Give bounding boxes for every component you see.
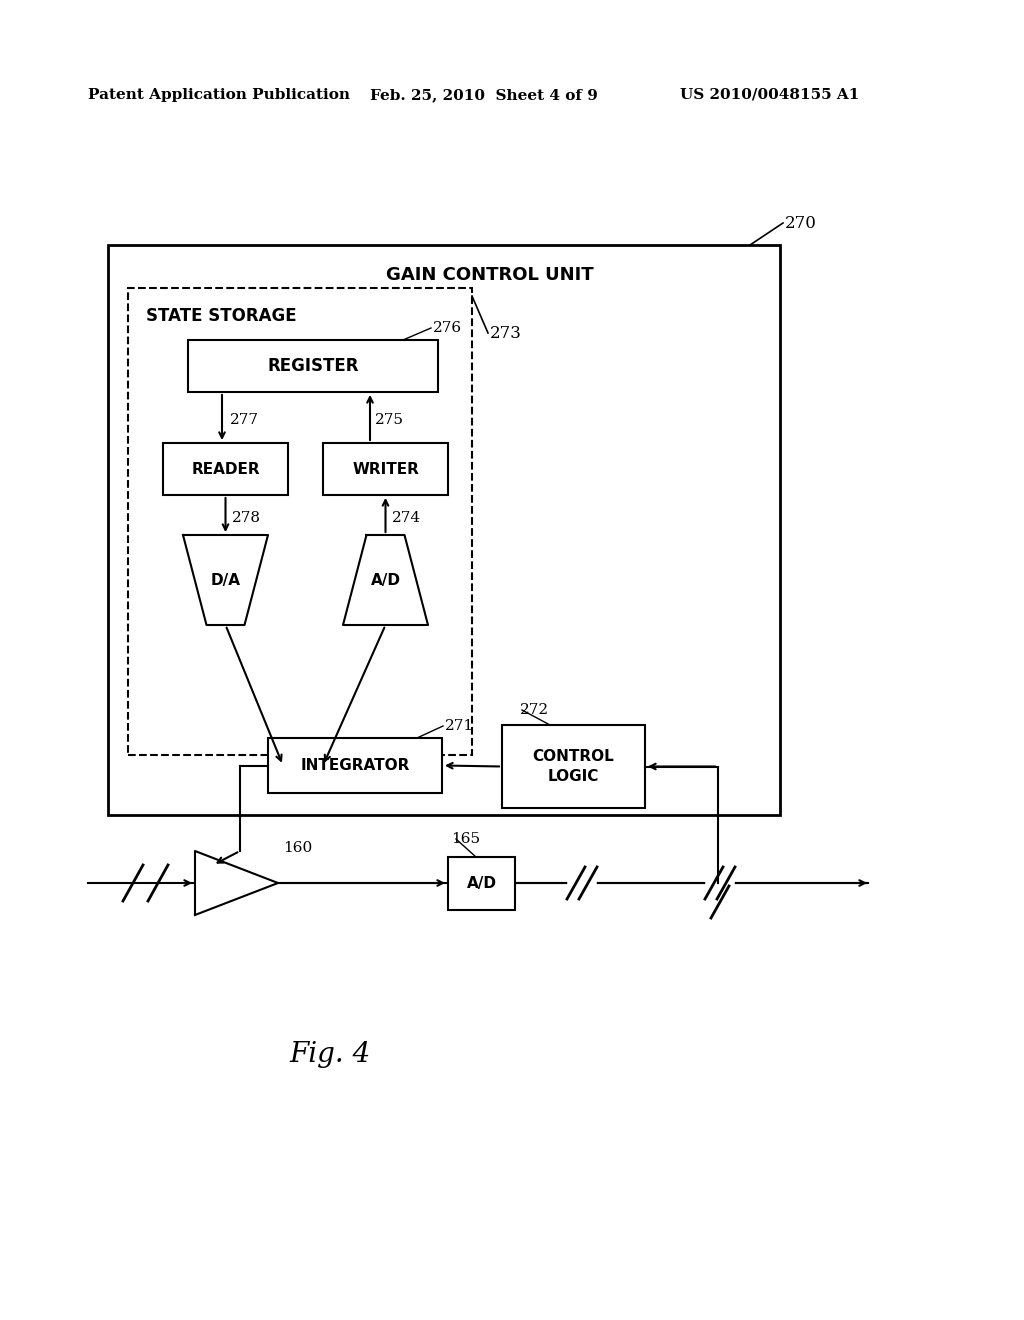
Bar xyxy=(449,857,515,909)
Bar xyxy=(163,444,288,495)
Polygon shape xyxy=(183,535,268,624)
Text: 271: 271 xyxy=(445,719,474,733)
Text: D/A: D/A xyxy=(211,573,241,587)
Text: 270: 270 xyxy=(785,214,817,231)
Text: STATE STORAGE: STATE STORAGE xyxy=(146,308,297,325)
Text: 275: 275 xyxy=(375,413,404,426)
Text: 277: 277 xyxy=(230,413,259,426)
Text: 272: 272 xyxy=(520,704,549,717)
Text: 278: 278 xyxy=(231,511,260,525)
Bar xyxy=(323,444,449,495)
Polygon shape xyxy=(343,535,428,624)
Text: GAIN CONTROL UNIT: GAIN CONTROL UNIT xyxy=(386,267,594,284)
Text: A/D: A/D xyxy=(467,876,497,891)
Bar xyxy=(502,725,645,808)
Polygon shape xyxy=(195,851,278,915)
Bar xyxy=(128,288,472,755)
Text: LOGIC: LOGIC xyxy=(548,770,599,784)
Text: 160: 160 xyxy=(283,841,312,855)
Bar xyxy=(188,341,438,392)
Text: WRITER: WRITER xyxy=(352,462,419,477)
Text: 165: 165 xyxy=(451,832,480,846)
Text: INTEGRATOR: INTEGRATOR xyxy=(300,758,410,774)
Text: CONTROL: CONTROL xyxy=(532,748,614,764)
Text: REGISTER: REGISTER xyxy=(267,356,358,375)
Bar xyxy=(108,246,780,814)
Text: 274: 274 xyxy=(391,511,421,525)
Text: Patent Application Publication: Patent Application Publication xyxy=(88,88,350,102)
Text: 273: 273 xyxy=(490,325,522,342)
Text: US 2010/0048155 A1: US 2010/0048155 A1 xyxy=(680,88,859,102)
Text: Feb. 25, 2010  Sheet 4 of 9: Feb. 25, 2010 Sheet 4 of 9 xyxy=(370,88,598,102)
Text: READER: READER xyxy=(191,462,260,477)
Text: A/D: A/D xyxy=(371,573,400,587)
Bar xyxy=(268,738,442,793)
Text: 276: 276 xyxy=(433,321,462,335)
Text: Fig. 4: Fig. 4 xyxy=(290,1041,371,1068)
